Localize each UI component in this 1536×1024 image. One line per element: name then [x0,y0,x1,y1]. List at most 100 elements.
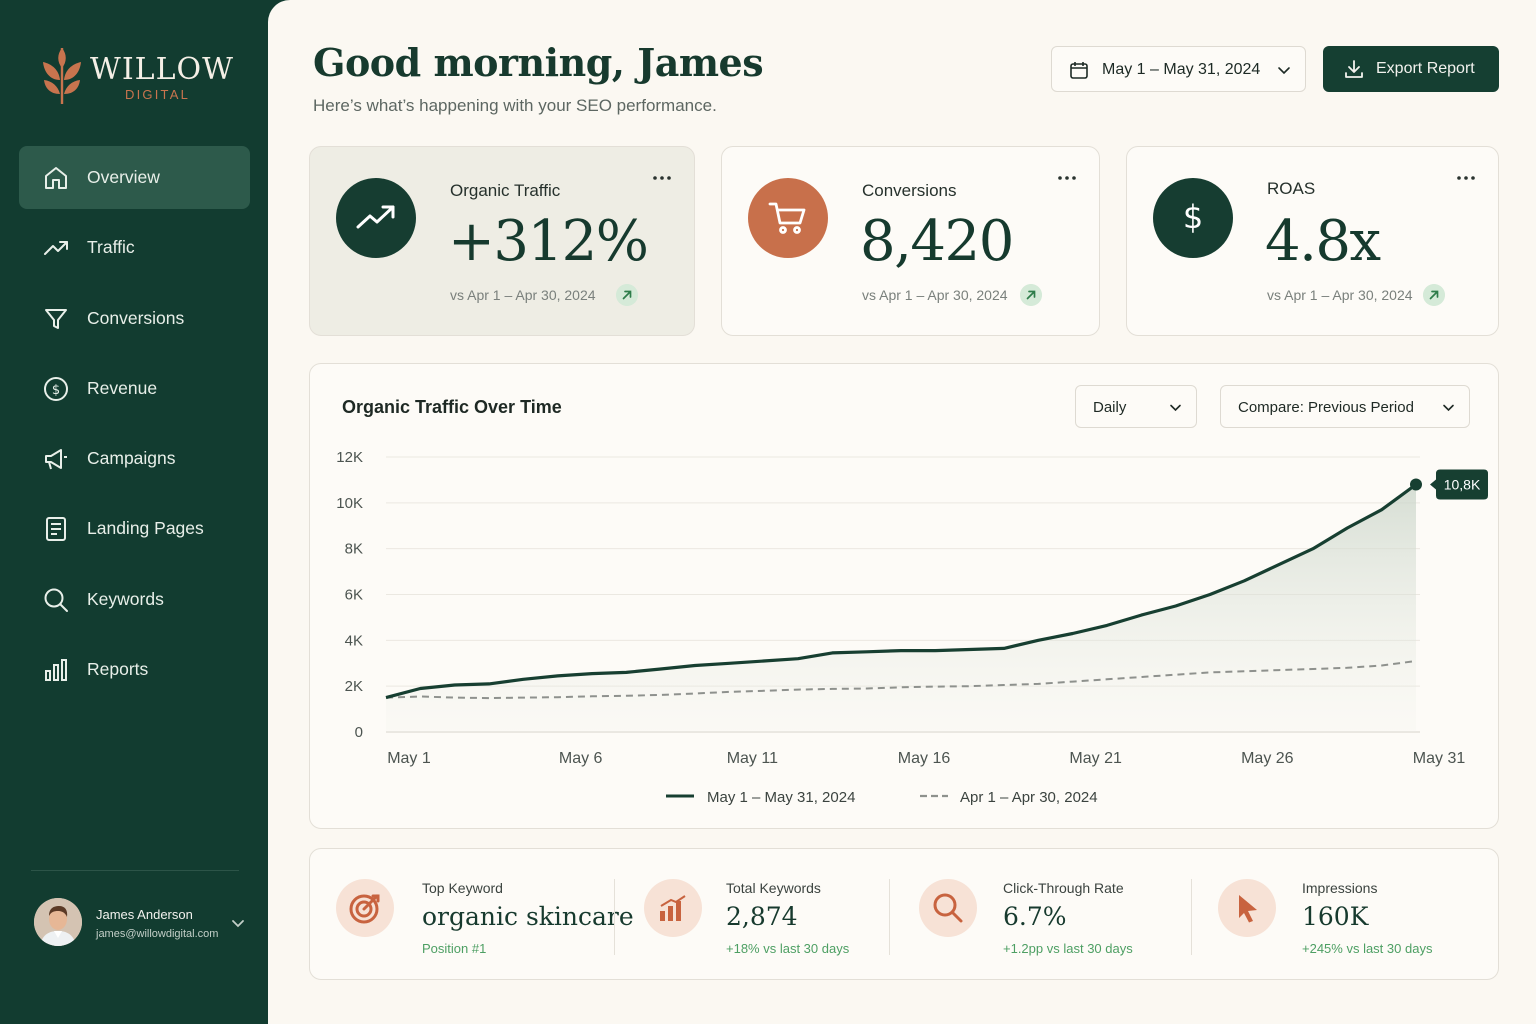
y-tick-label: 8K [345,541,363,558]
kpi-card-conversions: Conversions 8,420 vs Apr 1 – Apr 30, 202… [721,146,1100,336]
download-icon [1345,60,1363,78]
kpi-compare: vs Apr 1 – Apr 30, 2024 [1267,287,1413,303]
granularity-select[interactable]: Daily [1075,385,1197,428]
user-email: james@willowdigital.com [96,928,219,940]
stat-icon-circle [919,879,977,937]
kpi-icon-circle: $ [1153,178,1233,258]
arrow-up-right-icon [616,284,638,306]
stat-divider [1191,879,1192,955]
stat-icon-circle [336,879,394,937]
compare-period-label: Compare: Previous Period [1238,399,1414,416]
x-tick-label: May 11 [727,750,778,767]
stat-sub: +1.2pp vs last 30 days [1003,941,1133,956]
sidebar-item-label: Traffic [87,237,135,258]
kpi-icon-circle [336,178,416,258]
kpi-compare: vs Apr 1 – Apr 30, 2024 [862,287,1008,303]
stat-divider [614,879,615,955]
logo[interactable]: WILLOW DIGITAL [40,40,240,110]
kpi-value: +312% [448,209,649,274]
sidebar-item-conversions[interactable]: Conversions [19,287,250,350]
sidebar-item-reports[interactable]: Reports [19,638,250,701]
sidebar-item-overview[interactable]: Overview [19,146,250,209]
y-tick-label: 12K [336,449,363,466]
document-icon [46,517,66,542]
current-period-area [386,484,1416,732]
chevron-down-icon [1443,404,1454,412]
x-tick-label: May 16 [898,750,951,767]
y-tick-label: 10K [336,495,363,512]
export-report-label: Export Report [1376,60,1475,77]
kpi-card-roas: $ ROAS 4.8x vs Apr 1 – Apr 30, 2024 [1126,146,1499,336]
date-range-label: May 1 – May 31, 2024 [1102,61,1261,78]
sidebar-item-landing-pages[interactable]: Landing Pages [19,497,250,560]
stat-label: Total Keywords [726,880,821,896]
value-tooltip: 10,8K [1430,469,1488,500]
svg-text:$: $ [52,383,60,398]
sidebar-item-label: Revenue [87,377,158,398]
page-title: Good morning, James [313,40,764,85]
sidebar-item-campaigns[interactable]: Campaigns [19,427,250,490]
last-point-marker[interactable] [1410,478,1422,491]
kpi-value: 4.8x [1265,209,1381,274]
funnel-icon [45,308,67,329]
chart-legend: May 1 – May 31, 2024 Apr 1 – Apr 30, 202… [666,789,1098,806]
kpi-card-organic-traffic: Organic Traffic +312% vs Apr 1 – Apr 30,… [309,146,695,336]
chart-title: Organic Traffic Over Time [342,397,562,417]
sidebar-item-label: Campaigns [87,448,176,469]
main-content: Good morning, James Here’s what’s happen… [268,0,1536,1024]
chevron-down-icon[interactable] [231,916,245,930]
date-range-picker[interactable]: May 1 – May 31, 2024 [1051,46,1306,92]
sidebar-nav: Overview Traffic Conversions $ Revenue C… [19,146,250,708]
sidebar: WILLOW DIGITAL Overview Traffic Conversi… [0,0,282,1024]
export-report-button[interactable]: Export Report [1323,46,1499,92]
arrow-up-right-icon [1423,284,1445,306]
avatar [34,898,82,946]
sidebar-divider [31,870,239,871]
sidebar-item-label: Overview [87,167,160,187]
dollar-circle-icon: $ [44,376,68,401]
y-tick-label: 6K [345,587,363,604]
stat-icon-circle [1218,879,1276,937]
stat-value: 160K [1302,902,1369,931]
previous-period-line [385,660,1417,700]
chevron-down-icon [1278,67,1290,75]
stat-label: Impressions [1302,880,1378,896]
kpi-label: Conversions [862,181,957,200]
compare-period-select[interactable]: Compare: Previous Period [1220,385,1470,428]
page-subtitle: Here’s what’s happening with your SEO pe… [313,96,717,115]
stat-value: 6.7% [1003,902,1067,931]
sidebar-item-revenue[interactable]: $ Revenue [19,357,250,420]
user-profile[interactable]: James Anderson james@willowdigital.com [34,898,254,950]
sidebar-item-keywords[interactable]: Keywords [19,568,250,631]
more-options-icon[interactable] [650,171,674,185]
trend-up-icon [356,205,395,229]
stat-label: Top Keyword [422,880,503,896]
arrow-up-right-icon [1020,284,1042,306]
target-icon [349,894,380,924]
cursor-icon [1239,895,1257,923]
more-options-icon[interactable] [1454,171,1478,185]
x-tick-label: May 21 [1069,750,1122,767]
sidebar-item-label: Keywords [87,588,164,609]
kpi-label: Organic Traffic [450,181,561,200]
line-chart: 0 2K 4K 6K 8K 10K 12K May 1 May 6 May 11 May 16 Ma… [336,449,1488,806]
keyword-stats-bar: Top Keyword organic skincare Position #1… [309,848,1499,980]
tooltip-text: 10,8K [1444,477,1481,493]
kpi-icon-circle [748,178,828,258]
more-options-icon[interactable] [1055,171,1079,185]
sidebar-item-label: Reports [87,659,149,680]
stat-sub: +245% vs last 30 days [1302,941,1433,956]
chevron-down-icon [1170,404,1181,412]
sidebar-item-label: Landing Pages [87,518,204,539]
y-tick-label: 2K [345,678,363,695]
stat-divider [889,879,890,955]
bar-chart-icon [45,659,67,682]
sidebar-item-label: Conversions [87,307,185,328]
sidebar-item-traffic[interactable]: Traffic [19,216,250,279]
tooltip-background [1430,469,1488,500]
home-icon [45,167,67,189]
x-tick-label: May 1 [387,750,431,767]
avatar-photo-icon [34,898,82,946]
y-tick-label: 0 [355,724,363,741]
stat-icon-circle [644,879,702,937]
